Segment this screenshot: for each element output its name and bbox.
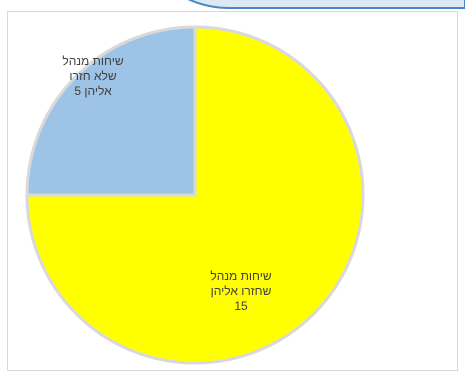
pie-slice-label-1: שיחות מנהל שלא חזרו אליהן 5 (62, 54, 123, 98)
pie-slice-0 (25, 25, 365, 365)
pie-slice-label-0: שיחות מנהל שחזרו אליהן 15 (210, 269, 271, 313)
chart-area: שיחות מנהל שחזרו אליהן 15 שיחות מנהל שלא חזר… (7, 11, 458, 371)
pie-slices (25, 25, 365, 365)
pie-labels: שיחות מנהל שחזרו אליהן 15 שיחות מנהל שלא חזר… (62, 54, 271, 313)
header-accent-strip (0, 0, 465, 16)
pie-chart: שיחות מנהל שחזרו אליהן 15 שיחות מנהל שלא חזר… (25, 25, 365, 365)
pie-slice-1 (25, 25, 197, 197)
